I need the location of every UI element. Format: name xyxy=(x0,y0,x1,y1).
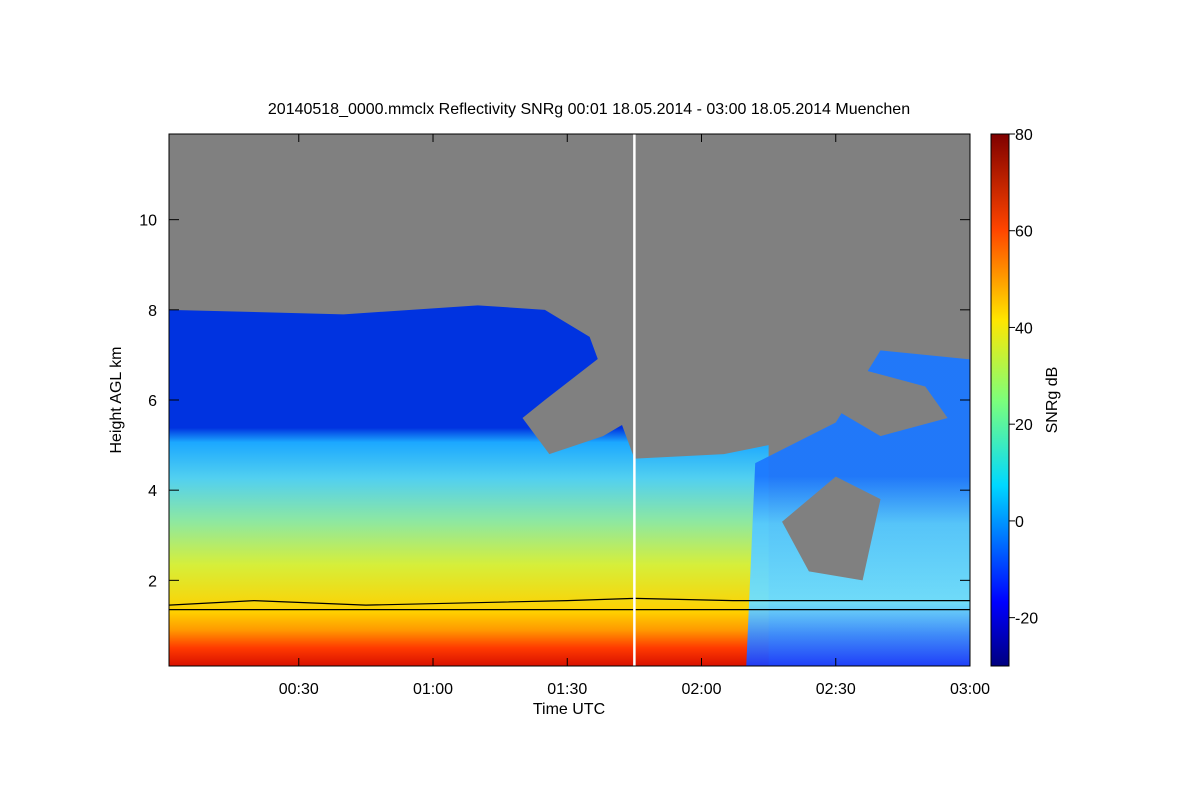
x-axis-label: Time UTC xyxy=(533,701,605,718)
colorbar-tick-label: -20 xyxy=(1015,611,1038,628)
y-tick-label: 4 xyxy=(148,483,157,500)
x-tick-label: 00:30 xyxy=(279,681,319,698)
echo-upper-gap xyxy=(826,368,948,437)
overlay-lines xyxy=(169,597,970,611)
y-axis-label: Height AGL km xyxy=(108,346,125,453)
colorbar-tick-label: 40 xyxy=(1015,320,1033,337)
y-tick-label: 10 xyxy=(139,213,157,230)
x-tick-label: 03:00 xyxy=(950,681,990,698)
colorbar-scale xyxy=(991,134,1009,666)
plot-area xyxy=(169,134,970,666)
colorbar-tick-label: 60 xyxy=(1015,224,1033,241)
overlay-line-1 xyxy=(169,597,970,606)
y-tick-label: 6 xyxy=(148,393,157,410)
colorbar-tick-label: 80 xyxy=(1015,127,1033,144)
echo-right-gap xyxy=(782,476,881,581)
colorbar-tick-label: 20 xyxy=(1015,417,1033,434)
colorbar-tick-label: 0 xyxy=(1015,514,1024,531)
echo-clear-gap xyxy=(522,354,657,455)
colorbar-ticks: -20 0 20 40 60 80 xyxy=(1009,127,1038,628)
y-tick-label: 2 xyxy=(148,573,157,590)
y-tick-label: 8 xyxy=(148,303,157,320)
x-axis: 00:30 01:00 01:30 02:00 02:30 03:00 xyxy=(279,134,990,698)
echo-field xyxy=(169,305,970,666)
colorbar-frame xyxy=(990,133,1010,667)
colorbar: -20 0 20 40 60 80 SNRg dB xyxy=(990,127,1061,667)
echo-main-region xyxy=(169,305,769,666)
y-axis: 2 4 6 8 10 xyxy=(139,213,970,590)
x-tick-label: 02:30 xyxy=(816,681,856,698)
x-tick-label: 01:00 xyxy=(413,681,453,698)
x-tick-label: 02:00 xyxy=(681,681,721,698)
x-tick-label: 01:30 xyxy=(547,681,587,698)
colorbar-label: SNRg dB xyxy=(1044,367,1061,434)
chart-title: 20140518_0000.mmclx Reflectivity SNRg 00… xyxy=(268,101,910,118)
